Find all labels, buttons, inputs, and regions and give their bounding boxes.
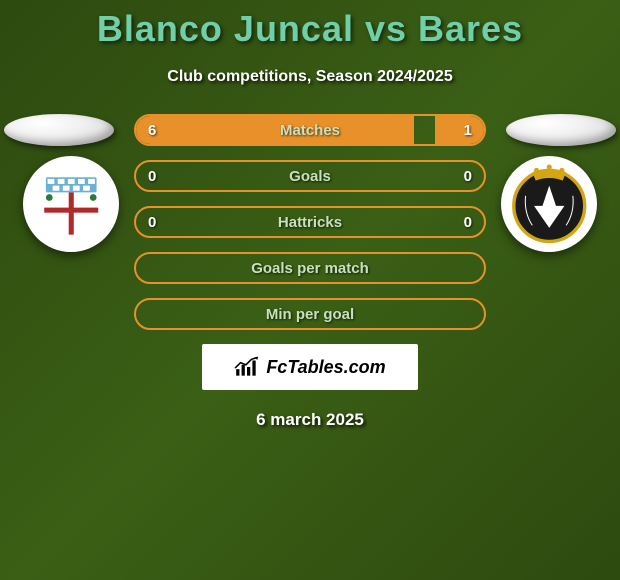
stat-value-right: 1 bbox=[464, 122, 472, 139]
stat-label: Matches bbox=[136, 122, 484, 139]
stat-value-left: 0 bbox=[148, 214, 156, 231]
avatar-placeholder-right bbox=[506, 114, 616, 146]
stat-label: Goals bbox=[136, 168, 484, 185]
club-crest-right bbox=[501, 156, 597, 252]
watermark-text: FcTables.com bbox=[266, 357, 385, 378]
page-title: Blanco Juncal vs Bares bbox=[0, 8, 620, 50]
avatar-placeholder-left bbox=[4, 114, 114, 146]
stat-label: Hattricks bbox=[136, 214, 484, 231]
stat-bar: Matches6 1 bbox=[134, 114, 486, 146]
stat-value-right: 0 bbox=[464, 168, 472, 185]
stat-bar: Goals per match bbox=[134, 252, 486, 284]
comparison-row: Matches61Goals00Hattricks00Goals per mat… bbox=[0, 114, 620, 330]
subtitle: Club competitions, Season 2024/2025 bbox=[0, 68, 620, 86]
club-crest-left bbox=[23, 156, 119, 252]
stat-label: Goals per match bbox=[136, 260, 484, 277]
player-left-column bbox=[0, 114, 130, 252]
stat-value-right: 0 bbox=[464, 214, 472, 231]
stat-label: Min per goal bbox=[136, 306, 484, 323]
date-label: 6 march 2025 bbox=[0, 410, 620, 430]
stat-value-left: 0 bbox=[148, 168, 156, 185]
stat-bar: Goals0 0 bbox=[134, 160, 486, 192]
stat-value-left: 6 bbox=[148, 122, 156, 139]
stats-column: Matches61Goals00Hattricks00Goals per mat… bbox=[130, 114, 490, 330]
chart-icon bbox=[234, 356, 260, 378]
stat-bar: Min per goal bbox=[134, 298, 486, 330]
watermark: FcTables.com bbox=[202, 344, 418, 390]
player-right-column bbox=[490, 114, 620, 252]
stat-bar: Hattricks0 0 bbox=[134, 206, 486, 238]
